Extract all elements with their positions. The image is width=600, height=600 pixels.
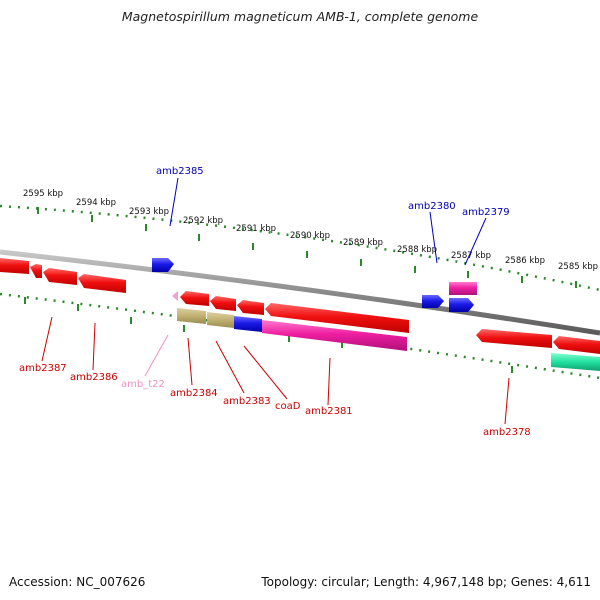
gene-label[interactable]: amb2385 <box>156 166 204 177</box>
gene-red[interactable] <box>43 268 77 285</box>
gene-label[interactable]: amb2386 <box>70 372 118 383</box>
gene-magenta[interactable] <box>262 320 407 351</box>
gene-label[interactable]: amb2378 <box>483 427 531 438</box>
gene-label[interactable]: amb2387 <box>19 363 67 374</box>
gene-red[interactable] <box>476 329 552 348</box>
genome-backbone <box>0 249 600 336</box>
scale-label: 2592 kbp <box>183 216 223 226</box>
accession-text: Accession: NC_007626 <box>9 575 146 589</box>
gene-label[interactable]: amb2383 <box>223 396 271 407</box>
gene-red[interactable] <box>237 300 264 315</box>
gene-label[interactable]: amb2379 <box>462 207 510 218</box>
gene-label[interactable]: amb2381 <box>305 406 353 417</box>
gene-red[interactable] <box>30 264 42 278</box>
leader-lines <box>41 177 510 425</box>
gene-blue[interactable] <box>234 316 262 332</box>
gene-label[interactable]: amb2384 <box>170 388 218 399</box>
genes-reverse <box>0 258 600 371</box>
gene-teal[interactable] <box>551 353 600 371</box>
scale-label: 2591 kbp <box>236 224 276 234</box>
topology-text: Topology: circular; Length: 4,967,148 bp… <box>261 575 591 589</box>
scale-label: 2588 kbp <box>397 245 437 255</box>
gene-red[interactable] <box>265 303 409 333</box>
gene-olive[interactable] <box>177 308 206 324</box>
page-title: Magnetospirillum magneticum AMB-1, compl… <box>121 9 479 24</box>
gene-olive[interactable] <box>207 312 234 328</box>
scale-label: 2589 kbp <box>343 238 383 248</box>
scale-label: 2595 kbp <box>23 189 63 199</box>
genes-forward <box>152 258 477 312</box>
scale-label: 2585 kbp <box>558 262 598 272</box>
gene-amb2379b[interactable] <box>449 298 474 312</box>
scale-label: 2594 kbp <box>76 198 116 208</box>
gene-label[interactable]: amb_t22 <box>121 379 165 390</box>
gene-labels: amb2385 amb2380 amb2379 amb2387 amb2386 … <box>19 166 531 438</box>
gene-red[interactable] <box>180 291 209 306</box>
gene-red[interactable] <box>210 296 236 311</box>
scale-label: 2593 kbp <box>129 207 169 217</box>
gene-label[interactable]: coaD <box>275 401 301 412</box>
gene-pink-small[interactable] <box>172 291 178 301</box>
scale-label: 2587 kbp <box>451 251 491 261</box>
gene-label[interactable]: amb2380 <box>408 201 456 212</box>
gene-red[interactable] <box>553 336 600 354</box>
gene-red[interactable] <box>78 274 126 293</box>
scale-label: 2590 kbp <box>290 231 330 241</box>
gene-amb2379[interactable] <box>449 282 477 295</box>
gene-amb2380[interactable] <box>422 295 444 308</box>
scale-ticks-top <box>37 207 577 288</box>
gene-red[interactable] <box>0 258 29 274</box>
gene-amb2385[interactable] <box>152 258 174 272</box>
scale-label: 2586 kbp <box>505 256 545 266</box>
scale-labels: 2595 kbp 2594 kbp 2593 kbp 2592 kbp 2591… <box>23 189 598 272</box>
scale-ticks-bottom <box>24 297 513 373</box>
